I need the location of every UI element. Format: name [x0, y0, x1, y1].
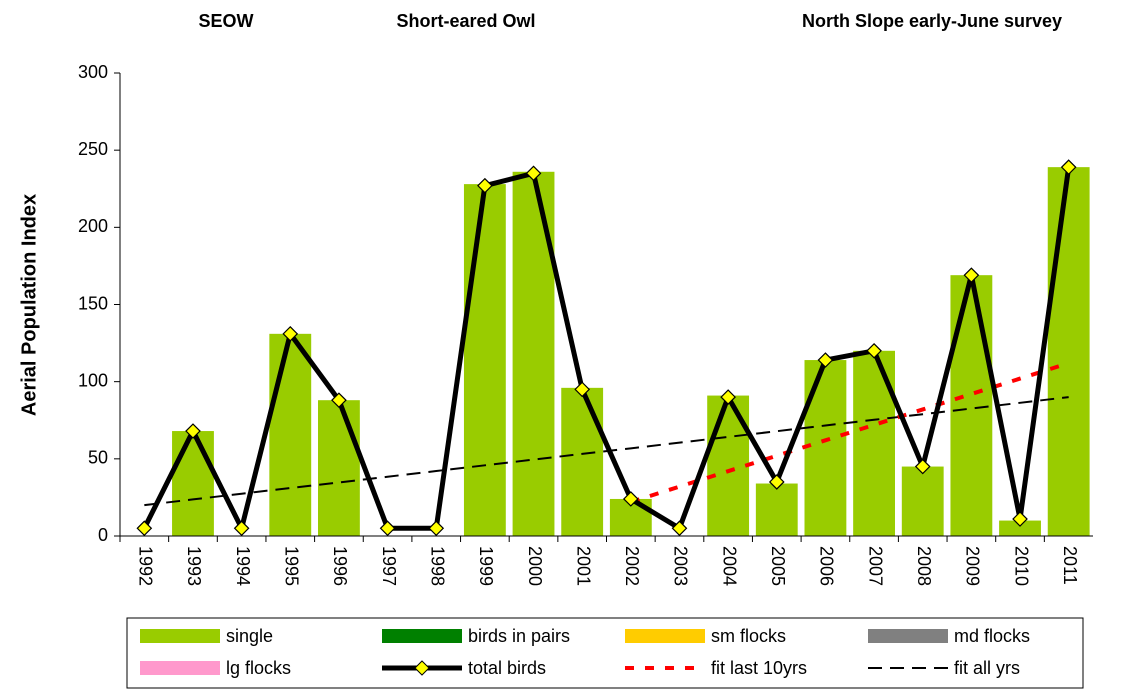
x-tick-label: 2003 [671, 546, 691, 586]
x-tick-label: 1995 [282, 546, 302, 586]
y-tick-label: 0 [98, 525, 108, 545]
marker [525, 165, 542, 182]
legend-swatch [140, 661, 220, 675]
bar [561, 387, 604, 536]
x-tick-label: 1997 [379, 546, 399, 586]
x-tick-label: 2000 [525, 546, 545, 586]
x-tick-label: 1992 [136, 546, 156, 586]
x-tick-label: 2002 [622, 546, 642, 586]
marker [768, 474, 785, 490]
legend-label: fit last 10yrs [711, 658, 807, 678]
legend-label: lg flocks [226, 658, 291, 678]
line [142, 166, 1072, 531]
marker [720, 389, 736, 405]
y-tick-label: 300 [78, 62, 108, 82]
bar [269, 333, 312, 536]
bar [999, 520, 1041, 536]
x-tick-label: 1996 [330, 546, 350, 586]
x-tick-label: 2010 [1011, 546, 1031, 586]
legend-swatch [868, 629, 948, 643]
marker [817, 352, 834, 368]
y-tick-label: 150 [78, 293, 108, 313]
bar [172, 431, 214, 536]
chart-title: SEOW [198, 11, 253, 31]
bar [853, 350, 895, 536]
y-tick-label: 200 [78, 216, 108, 236]
legend-label: md flocks [954, 626, 1030, 646]
x-tick-label: 2004 [719, 546, 739, 586]
legend-label: total birds [468, 658, 546, 678]
bar [804, 360, 847, 536]
x-tick-label: 1994 [233, 546, 253, 586]
marker [282, 325, 299, 342]
legend-label: sm flocks [711, 626, 786, 646]
chart-title: North Slope early-June survey [802, 11, 1062, 31]
bar [318, 400, 360, 536]
legend-label: single [226, 626, 273, 646]
bar [463, 184, 506, 536]
legend-swatch [382, 629, 462, 643]
legend-label: fit all yrs [954, 658, 1020, 678]
x-tick-label: 2007 [865, 546, 885, 586]
x-tick-label: 1999 [476, 546, 496, 586]
marker [331, 392, 347, 409]
x-tick-label: 2011 [1060, 546, 1080, 585]
x-tick-label: 2001 [573, 546, 593, 586]
bar [901, 466, 944, 536]
marker [866, 342, 882, 359]
y-tick-label: 100 [78, 370, 108, 390]
marker [963, 267, 980, 284]
marker [1012, 511, 1028, 527]
y-tick-label: 50 [88, 448, 108, 468]
x-tick-label: 2005 [768, 546, 788, 586]
bar [512, 171, 555, 537]
y-tick-label: 250 [78, 139, 108, 159]
marker [379, 520, 396, 537]
marker [477, 177, 493, 194]
line [144, 396, 1069, 507]
legend-swatch [140, 629, 220, 643]
legend-marker [414, 660, 430, 676]
x-tick-label: 2006 [817, 546, 837, 586]
bar [950, 275, 993, 536]
x-tick-label: 1998 [427, 546, 447, 586]
marker [671, 520, 688, 537]
marker [1060, 159, 1077, 175]
legend-swatch [625, 629, 705, 643]
bar [755, 483, 798, 536]
marker [233, 520, 250, 537]
x-tick-label: 2008 [914, 546, 934, 586]
bar [1047, 167, 1090, 537]
marker [914, 458, 931, 475]
y-axis-label: Aerial Population Index [18, 194, 40, 416]
marker [574, 381, 591, 398]
marker [428, 520, 445, 537]
marker [622, 491, 639, 507]
chart-title: Short-eared Owl [396, 11, 535, 31]
legend-label: birds in pairs [468, 626, 570, 646]
bar [707, 395, 750, 536]
marker [136, 520, 153, 537]
x-tick-label: 2009 [963, 546, 983, 586]
marker [185, 423, 201, 439]
x-tick-label: 1993 [184, 546, 204, 586]
